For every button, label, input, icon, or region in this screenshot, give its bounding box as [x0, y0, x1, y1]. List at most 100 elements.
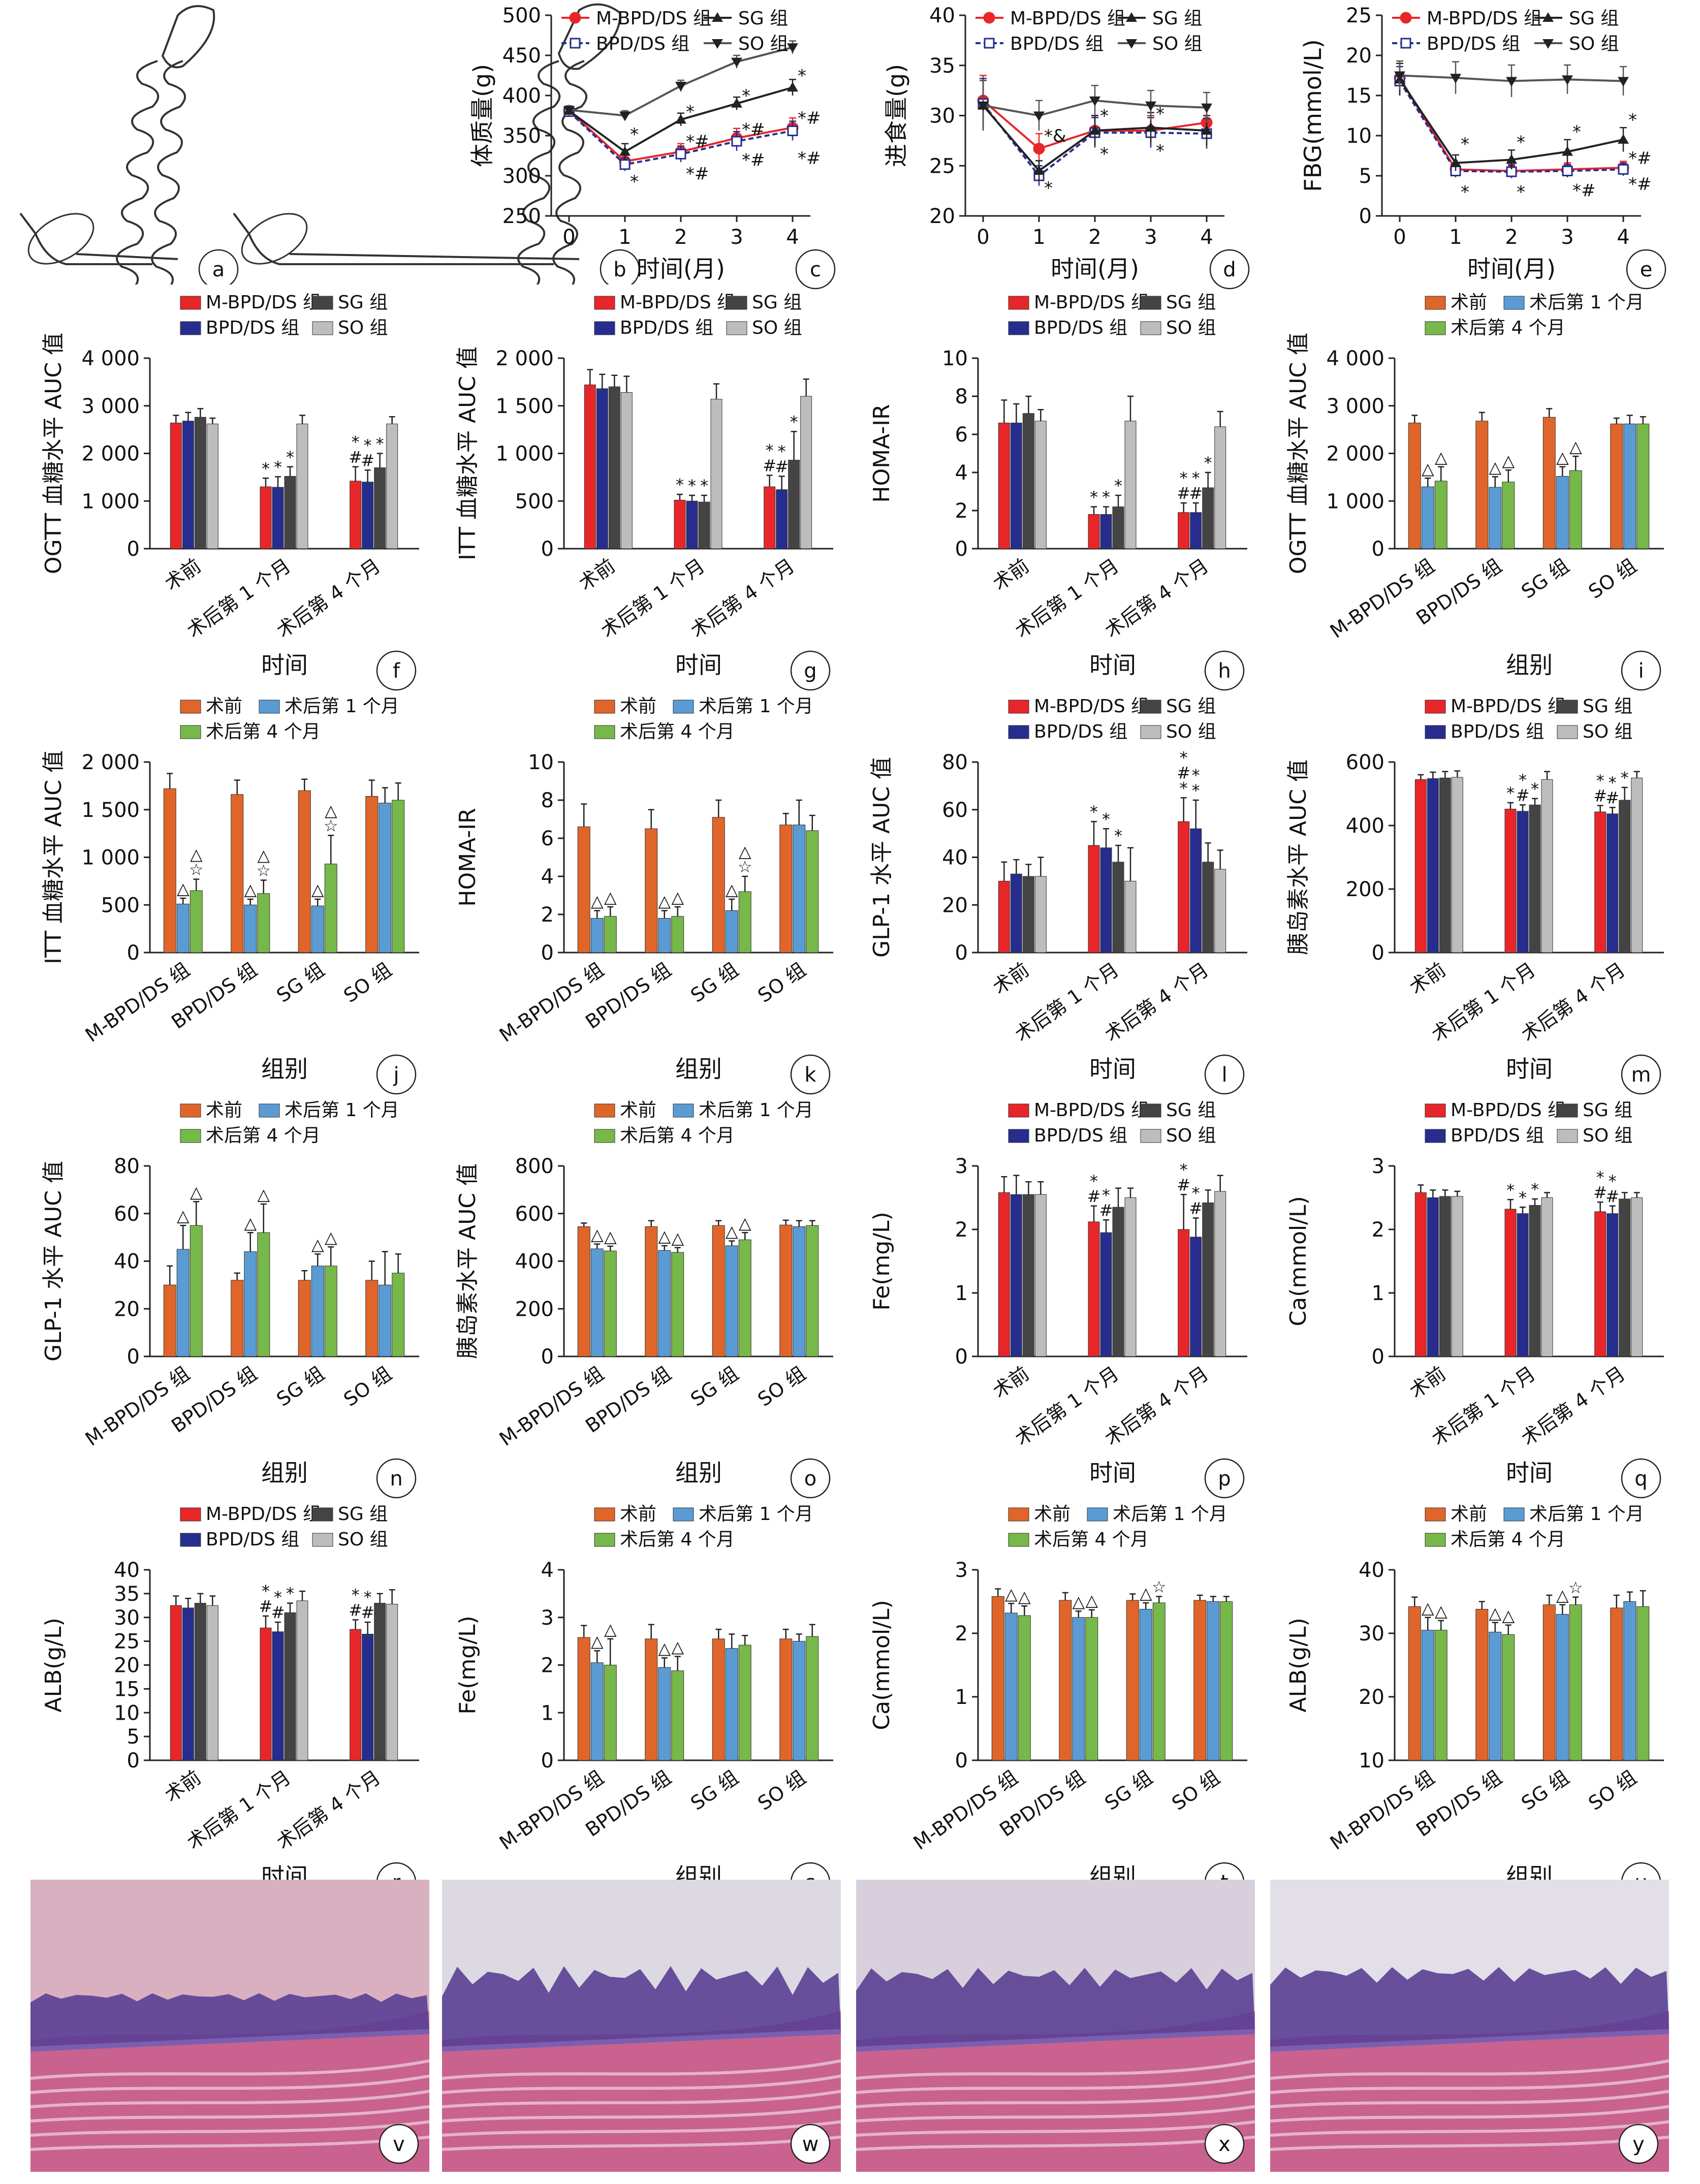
x-tick-label: 术前 [161, 554, 205, 595]
legend-swatch [1425, 1129, 1446, 1143]
legend-swatch [259, 1103, 280, 1118]
series-2 [190, 782, 405, 953]
y-axis-title: HOMA-IR [869, 404, 895, 502]
panel-letter: q [1634, 1467, 1647, 1491]
y-tick-label: 0 [541, 1749, 554, 1772]
bar [257, 1232, 270, 1357]
significance-line: △ [177, 879, 190, 898]
y-tick-label: 500 [515, 490, 554, 513]
y-tick-label: 0 [955, 1345, 968, 1369]
series-0 [577, 1624, 793, 1761]
bar [1126, 1600, 1139, 1761]
significance-line: * [1102, 488, 1110, 507]
bar [1112, 507, 1124, 549]
x-axis-title: 时间 [261, 651, 308, 679]
legend-label: SO 组 [752, 318, 802, 338]
significance-line: △ [1435, 1601, 1447, 1621]
legend-swatch [312, 296, 333, 310]
bar [1010, 423, 1022, 549]
panel-letter-circle [1618, 2124, 1659, 2164]
panel-letter: x [1218, 2133, 1231, 2156]
legend-swatch [180, 700, 201, 714]
significance-line: △ [591, 1225, 604, 1244]
y-tick-label: 15 [1346, 84, 1372, 108]
x-axis-title: 组别 [261, 1459, 308, 1486]
data-point [787, 125, 798, 137]
significance-mark: △ [1085, 1591, 1098, 1610]
y-tick-label: 2 [1372, 1218, 1384, 1242]
bar [604, 916, 617, 953]
significance-line: ☆ [1568, 1578, 1583, 1597]
y-tick-label: 35 [929, 54, 955, 78]
bar [1190, 512, 1202, 549]
bar [284, 476, 296, 549]
significance-line: * [1114, 476, 1122, 495]
legend-marker [983, 12, 995, 24]
y-tick-label: 4 000 [81, 347, 140, 370]
legend-marker [1400, 12, 1412, 24]
significance-mark: △ [1569, 437, 1582, 456]
significance-mark: *# [742, 119, 765, 140]
significance-mark: △ [1556, 1586, 1569, 1605]
x-axis-title: 时间(月) [1051, 255, 1139, 282]
bar [392, 800, 405, 953]
panel-letter-circle [1204, 650, 1245, 691]
significance-mark: * [630, 124, 639, 145]
x-axis-title: 时间(月) [637, 255, 725, 282]
panel-letter-circle [376, 1458, 417, 1499]
legend-label: 术前 [1451, 292, 1487, 313]
panel-letter: v [393, 2133, 405, 2156]
legend-marker [1400, 38, 1411, 49]
panel-letter-circle [1204, 1458, 1245, 1499]
bar [176, 903, 190, 953]
connective-tissue-stripe [442, 2059, 841, 2080]
data-point [1450, 74, 1461, 84]
series-0 [163, 1260, 379, 1357]
y-tick-label: 4 [541, 865, 554, 889]
significance-line: △ [658, 1226, 671, 1246]
series-0 [170, 1595, 362, 1761]
panel-letter: i [1638, 659, 1644, 683]
connective-tissue-stripe [442, 2090, 841, 2108]
bar [645, 1226, 658, 1357]
bar [1022, 1194, 1034, 1357]
significance-mark: △ [591, 1225, 604, 1244]
significance-mark: △ [1502, 1606, 1515, 1625]
series-3 [563, 40, 798, 121]
legend-swatch [1425, 1507, 1446, 1522]
bar [350, 481, 362, 549]
intestine-loop [116, 60, 160, 284]
series-0 [1408, 408, 1623, 549]
series-2 [1022, 395, 1214, 549]
significance-line: * [1596, 771, 1604, 790]
data-point [1450, 157, 1461, 167]
bar [1214, 869, 1226, 953]
significance-mark: △ [1556, 448, 1569, 467]
y-tick-label: 20 [929, 205, 955, 228]
bar [1408, 1606, 1421, 1761]
significance-mark: *# [798, 108, 821, 129]
significance-line: * [1204, 453, 1212, 472]
x-tick-label: 术前 [161, 1766, 205, 1807]
panel-letter-circle [790, 2124, 831, 2164]
bar [1059, 1600, 1072, 1761]
y-tick-label: 1 [1372, 1282, 1384, 1305]
bar [272, 487, 284, 549]
legend-swatch [1425, 1533, 1446, 1547]
significance-mark: △ [190, 1182, 203, 1201]
series-0 [584, 369, 776, 549]
stomach-shape [558, 3, 621, 70]
connective-tissue-stripe [856, 2090, 1255, 2108]
basal-layer [30, 2029, 429, 2052]
bar [298, 790, 311, 953]
legend-swatch [1557, 725, 1578, 739]
connective-tissue-stripe [1270, 2120, 1669, 2137]
bar [1451, 777, 1463, 953]
x-tick-label: SG 组 [272, 1362, 328, 1410]
bar [793, 825, 806, 953]
x-tick-label: SG 组 [686, 958, 742, 1006]
x-tick-label: SO 组 [339, 1362, 396, 1411]
y-axis-title: ALB(g/L) [1285, 1618, 1311, 1712]
significance-mark: * [1100, 144, 1109, 165]
